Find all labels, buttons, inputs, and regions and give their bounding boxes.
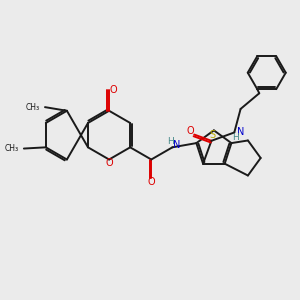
- Text: N: N: [172, 140, 180, 150]
- Text: H: H: [167, 137, 174, 146]
- Text: O: O: [148, 177, 155, 187]
- Text: N: N: [236, 128, 244, 137]
- Text: O: O: [187, 126, 194, 136]
- Text: O: O: [110, 85, 117, 95]
- Text: CH₃: CH₃: [4, 144, 19, 153]
- Text: H: H: [232, 133, 239, 142]
- Text: S: S: [209, 130, 215, 140]
- Text: CH₃: CH₃: [26, 103, 40, 112]
- Text: O: O: [105, 158, 113, 168]
